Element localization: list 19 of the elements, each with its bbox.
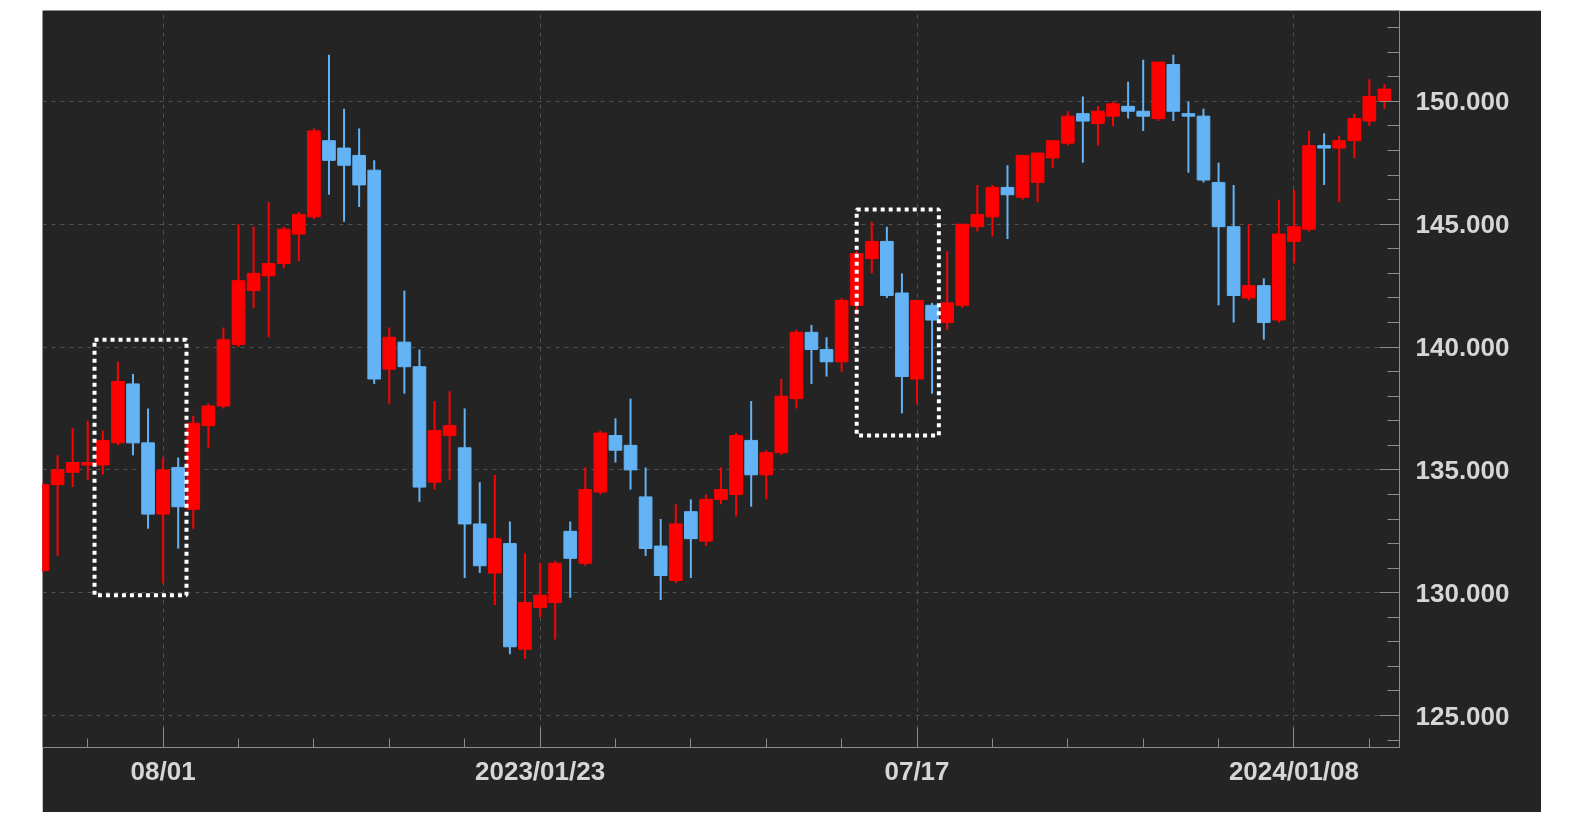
y-tick-label: 135.000 [1415, 454, 1510, 485]
candlestick [1317, 132, 1331, 186]
x-tick-label: 08/01 [130, 755, 196, 786]
candlestick [1181, 100, 1196, 174]
y-tick-label: 130.000 [1415, 577, 1510, 608]
candlestick [925, 301, 939, 395]
candlestick [1000, 164, 1015, 240]
x-tick-label: 07/17 [884, 755, 950, 786]
y-tick-label: 125.000 [1415, 700, 1510, 731]
y-tick-label: 145.000 [1415, 209, 1510, 240]
x-tick-label: 2023/01/23 [475, 755, 606, 786]
candlestick [1076, 95, 1090, 164]
y-tick-label: 140.000 [1415, 332, 1510, 363]
candlestick [819, 336, 834, 378]
candlestick [1241, 223, 1256, 302]
y-tick-label: 150.000 [1415, 86, 1510, 117]
x-tick-label: 2024/01/08 [1228, 755, 1360, 786]
candlestick [804, 323, 819, 385]
candlestick [608, 417, 623, 464]
